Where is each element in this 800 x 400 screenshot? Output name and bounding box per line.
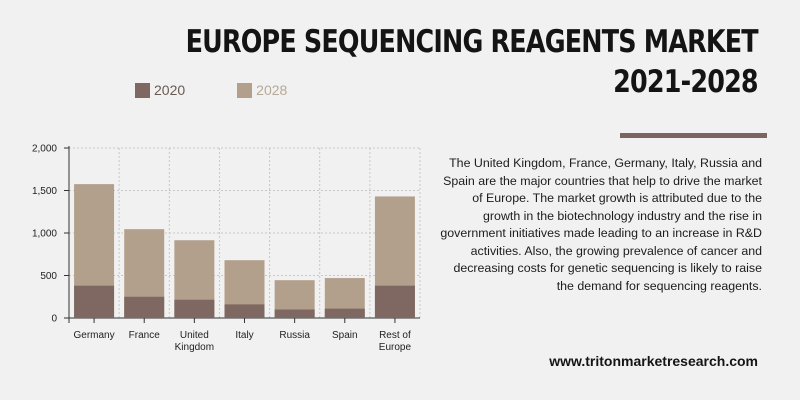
title-line-1: EUROPE SEQUENCING REAGENTS MARKET [185,24,759,60]
chart-title: EUROPE SEQUENCING REAGENTS MARKET 2021-2… [60,22,759,102]
legend-label-2020: 2020 [154,82,186,98]
x-tick-label: Spain [332,330,358,341]
x-tick-label-line: Rest of [379,330,411,341]
bar-2020 [224,304,265,318]
bar-2020 [174,299,215,318]
bar-2020 [324,308,365,318]
legend-label-2028: 2028 [256,82,288,98]
x-tick-label-line: Europe [379,342,412,353]
legend-swatch-2020 [135,82,150,98]
y-tick-label: 1,000 [32,229,57,240]
y-tick-label: 500 [40,271,57,282]
y-tick-label: 1,500 [32,186,57,197]
x-tick-label-line: France [129,330,161,341]
x-tick-label-line: United [180,330,209,341]
chart-legend: 2020 2028 [135,82,287,98]
legend-item-2020: 2020 [135,82,185,98]
x-tick-label: Germany [74,330,115,341]
bar-2020 [374,285,415,318]
website-url: www.tritonmarketresearch.com [549,353,758,369]
legend-swatch-2028 [237,82,253,98]
x-tick-label: Rest of Europe [379,330,412,353]
title-line-2: 2021-2028 [613,64,758,100]
description-text: The United Kingdom, France, Germany, Ita… [440,156,762,293]
x-tick-label: France [129,330,161,341]
bar-2020 [274,309,315,318]
x-tick-label: Italy [235,330,253,341]
y-tick-label: 2,000 [32,144,57,155]
y-tick-label: 0 [51,314,57,325]
x-tick-label: United Kingdom [175,330,214,353]
bar-2020 [124,296,165,318]
x-tick-label-line: Russia [279,330,310,341]
x-tick-label-line: Kingdom [175,342,214,353]
x-tick-label-line: Germany [74,330,115,341]
bar-2020 [74,285,115,318]
x-tick-label-line: Spain [332,330,358,341]
accent-bar [620,133,767,138]
x-tick-label: Russia [279,330,310,341]
legend-item-2028: 2028 [237,82,287,98]
x-tick-label-line: Italy [235,330,253,341]
bar-chart: 0 500 1,000 1,500 2,000 Germany France United Ki… [32,144,421,353]
